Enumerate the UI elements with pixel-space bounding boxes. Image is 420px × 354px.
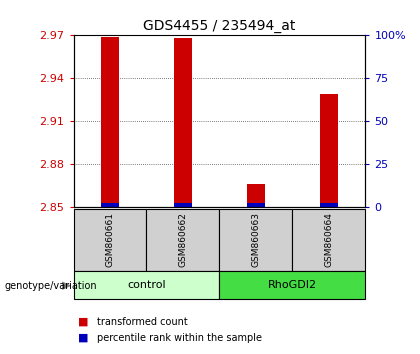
Polygon shape [62,281,71,290]
Text: GSM860661: GSM860661 [105,212,115,267]
Bar [74,271,220,299]
Bar [101,37,119,207]
Text: ■: ■ [78,317,88,327]
Bar [74,209,147,271]
Text: RhoGDI2: RhoGDI2 [268,280,317,290]
Bar [292,209,365,271]
Bar [320,94,338,207]
Text: ■: ■ [78,333,88,343]
Bar [247,203,265,207]
Bar [147,209,220,271]
Bar [174,203,192,207]
Bar [220,209,292,271]
Text: GSM860664: GSM860664 [324,212,333,267]
Title: GDS4455 / 235494_at: GDS4455 / 235494_at [143,19,296,33]
Text: percentile rank within the sample: percentile rank within the sample [97,333,262,343]
Text: control: control [127,280,166,290]
Bar [174,38,192,207]
Text: transformed count: transformed count [97,317,187,327]
Bar [101,203,119,207]
Text: GSM860662: GSM860662 [178,212,187,267]
Text: GSM860663: GSM860663 [252,212,260,267]
Bar [220,271,365,299]
Bar [247,184,265,207]
Bar [320,203,338,207]
Text: genotype/variation: genotype/variation [4,281,97,291]
